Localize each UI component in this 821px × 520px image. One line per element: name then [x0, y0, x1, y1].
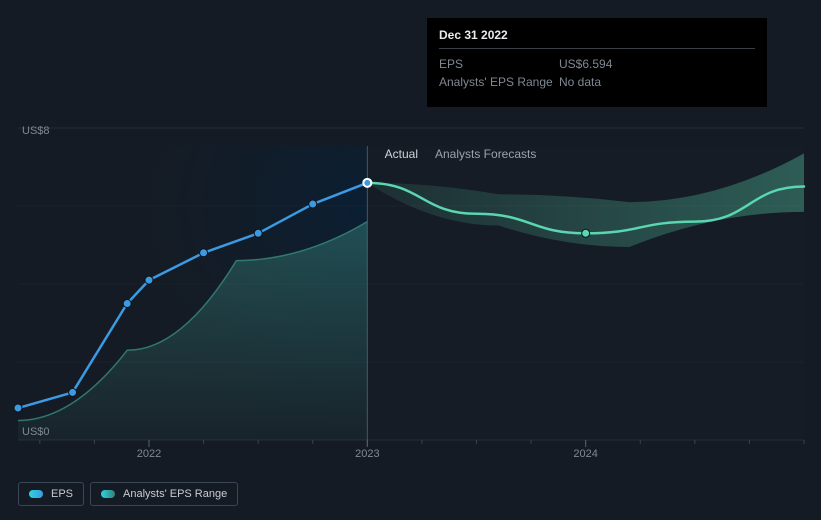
tooltip-row-eps: EPS US$6.594 [439, 55, 755, 73]
section-label-actual: Actual [330, 147, 418, 161]
tooltip-date: Dec 31 2022 [439, 28, 755, 42]
x-axis-label: 2022 [137, 448, 161, 460]
section-label-forecast: Analysts Forecasts [435, 147, 536, 161]
y-axis-label: US$0 [22, 426, 50, 438]
x-axis-label: 2023 [355, 448, 379, 460]
y-axis-label: US$8 [22, 125, 50, 137]
legend-item-eps[interactable]: EPS [18, 482, 84, 506]
tooltip-row-range: Analysts' EPS Range No data [439, 73, 755, 91]
x-axis-label: 2024 [573, 448, 597, 460]
chart-legend: EPS Analysts' EPS Range [18, 482, 238, 506]
legend-swatch [101, 490, 115, 498]
tooltip-label: EPS [439, 55, 559, 73]
chart-tooltip: Dec 31 2022 EPS US$6.594 Analysts' EPS R… [427, 18, 767, 107]
legend-label: Analysts' EPS Range [123, 488, 227, 500]
tooltip-value: No data [559, 73, 601, 91]
tooltip-value: US$6.594 [559, 55, 612, 73]
legend-item-range[interactable]: Analysts' EPS Range [90, 482, 238, 506]
tooltip-label: Analysts' EPS Range [439, 73, 559, 91]
legend-label: EPS [51, 488, 73, 500]
eps-chart: Actual Analysts Forecasts Dec 31 2022 EP… [0, 0, 821, 520]
legend-swatch [29, 490, 43, 498]
